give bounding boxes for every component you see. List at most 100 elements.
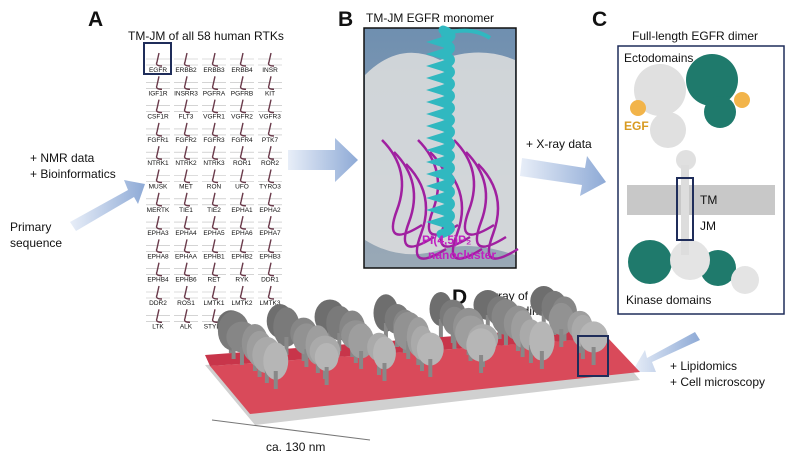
helix: [183, 146, 191, 160]
helix: [239, 99, 247, 114]
helix: [267, 146, 275, 160]
helix: [155, 239, 163, 254]
panel-title: TM-JM EGFR monomer: [366, 11, 494, 25]
stalk: [239, 347, 244, 365]
loop: [440, 28, 492, 40]
helix: [183, 262, 191, 277]
rtk-name: RON: [207, 184, 222, 191]
rtk-name: DDR1: [261, 277, 279, 284]
dimer: [416, 332, 444, 366]
rtk-name: EPHA7: [259, 230, 281, 237]
helix: [267, 169, 275, 184]
helix: [426, 25, 456, 239]
rtk-name: TIE2: [207, 207, 221, 214]
stalk: [284, 337, 289, 355]
helix: [155, 169, 163, 184]
helix: [211, 76, 219, 90]
stalk: [324, 367, 329, 385]
helix: [267, 76, 275, 90]
rtk-name: NTRK1: [147, 160, 169, 167]
protein: [628, 54, 759, 294]
rtk-name: IGF1R: [148, 90, 167, 97]
helix: [155, 99, 163, 114]
input-text: Primary: [10, 220, 51, 234]
helix: [211, 285, 219, 300]
stalk: [539, 351, 544, 369]
helix: [239, 192, 247, 207]
scale-bar: [211, 419, 371, 441]
domain: [731, 266, 759, 294]
domain: [630, 100, 646, 116]
helix: [211, 239, 219, 254]
dimer: [314, 342, 339, 372]
stalk: [383, 323, 388, 341]
rtk-name: FGFR2: [175, 137, 197, 144]
stalk: [485, 315, 490, 333]
lipid-trace: [441, 163, 483, 260]
helix: [211, 192, 219, 207]
rtk-name: NTRK2: [175, 160, 197, 167]
helix: [155, 192, 163, 207]
rtk-name: FGFR3: [203, 137, 225, 144]
rtk-name: EPHA4: [175, 230, 197, 237]
annotation: nanocluster: [428, 248, 496, 262]
rtk-name: MERTK: [147, 207, 170, 214]
input-text: sequence: [10, 236, 62, 250]
helix: [239, 215, 247, 230]
rtk-name: EPHB4: [147, 277, 169, 284]
rtk-name: EPHB3: [259, 253, 281, 260]
annotation: PI(4,5)P₂: [422, 233, 471, 247]
rtk-name: DDR2: [149, 300, 167, 307]
rtk-name: TYRO3: [259, 184, 281, 191]
dimer: [263, 342, 289, 380]
rtk-name: STYK1: [204, 323, 225, 330]
stalk: [406, 341, 411, 359]
helix: [267, 285, 275, 300]
rtk-name: EPHA3: [147, 230, 169, 237]
stalk: [359, 351, 364, 369]
stalk: [591, 347, 596, 365]
arrow: [288, 138, 358, 182]
input-text: + Bioinformatics: [30, 167, 116, 181]
domain: [634, 64, 686, 116]
arrow: [520, 156, 606, 196]
rtk-name: EPHA5: [203, 230, 225, 237]
lipid-trace: [393, 151, 435, 248]
stalk: [273, 371, 278, 389]
helix: [211, 99, 219, 114]
label: Ectodomains: [624, 51, 693, 65]
helix: [267, 122, 275, 137]
helix: [183, 215, 191, 230]
rtk-name: EPHA2: [259, 207, 281, 214]
rtk-name: LMTK1: [204, 300, 225, 307]
stalk: [304, 349, 309, 367]
helix: [267, 239, 275, 254]
stalk: [520, 339, 525, 357]
rtk-name: INSRR3: [174, 90, 198, 97]
helix: [211, 146, 219, 160]
label: Kinase domains: [626, 293, 711, 307]
input-text: + Cell microscopy: [670, 375, 765, 389]
rtk-name: FLT3: [179, 114, 194, 121]
helix: [183, 239, 191, 254]
domain: [686, 54, 738, 106]
membrane-band: [627, 185, 775, 215]
helix: [211, 309, 219, 323]
rtk-name: EPHA1: [231, 207, 253, 214]
helix: [155, 76, 163, 90]
dimer: [466, 328, 496, 362]
rtk-name: MUSK: [149, 184, 168, 191]
rtk-name: VGFR3: [259, 114, 281, 121]
stalk: [452, 331, 457, 349]
rtk-name: NTRK3: [203, 160, 225, 167]
rtk-name: LMTK3: [260, 300, 281, 307]
stalk: [580, 341, 585, 359]
lipid-trace: [453, 139, 495, 236]
helix: [155, 309, 163, 323]
rtk-name: EPHA8: [147, 253, 169, 260]
lipid-trace: [405, 163, 447, 260]
rtk-name: MET: [179, 184, 193, 191]
rtk-name: KIT: [265, 90, 275, 97]
helix: [211, 215, 219, 230]
